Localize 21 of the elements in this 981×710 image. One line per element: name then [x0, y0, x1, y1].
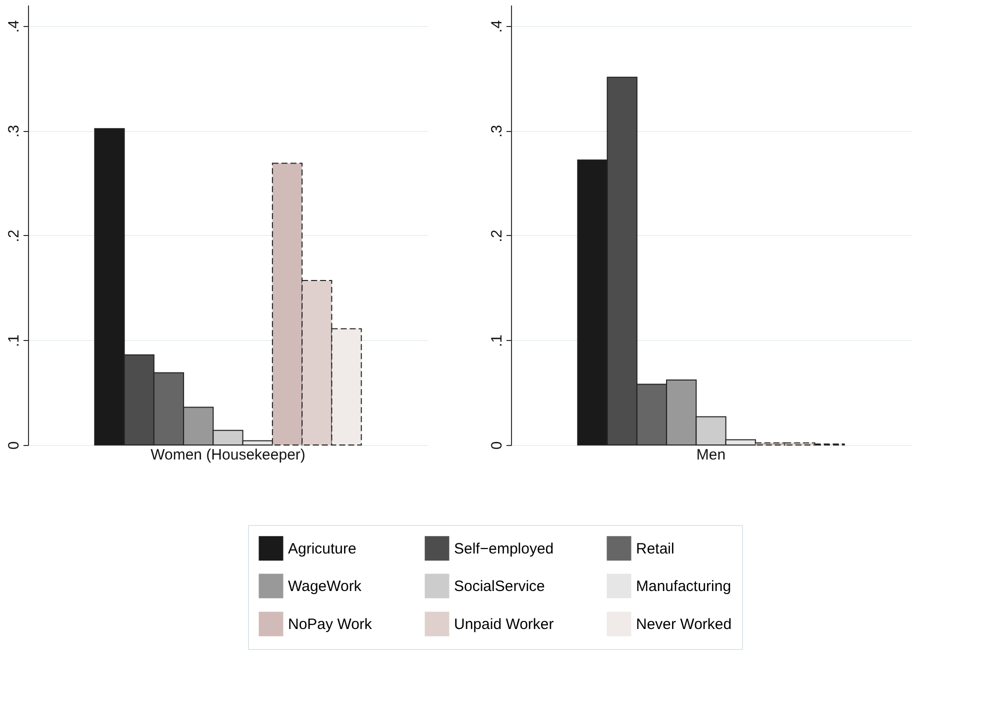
y-tick-label: 0	[488, 441, 506, 450]
x-tick-label: Women (Housekeeper)	[150, 446, 306, 464]
y-tick-label: .1	[6, 334, 22, 347]
y-tick-label: .1	[488, 334, 506, 347]
legend-label: Unpaid Worker	[454, 616, 554, 633]
legend-label: WageWork	[288, 578, 362, 595]
legend-label: SocialService	[454, 578, 545, 595]
y-tick-label: .3	[488, 124, 506, 138]
y-tick-label: .3	[6, 124, 22, 138]
legend-label: Retail	[636, 540, 674, 558]
legend-label: Manufacturing	[636, 578, 732, 595]
legend-label: Never Worked	[636, 616, 732, 633]
y-tick-label: 0	[6, 441, 22, 450]
legend-label: NoPay Work	[288, 616, 372, 633]
y-tick-label: .2	[488, 230, 506, 242]
y-tick-label: .4	[488, 20, 506, 33]
x-tick-label: Men	[696, 446, 726, 464]
legend-label: Self−employed	[454, 540, 554, 558]
legend-label: Agricuture	[288, 540, 356, 558]
y-tick-label: .4	[6, 20, 22, 33]
y-tick-label: .2	[6, 230, 22, 242]
